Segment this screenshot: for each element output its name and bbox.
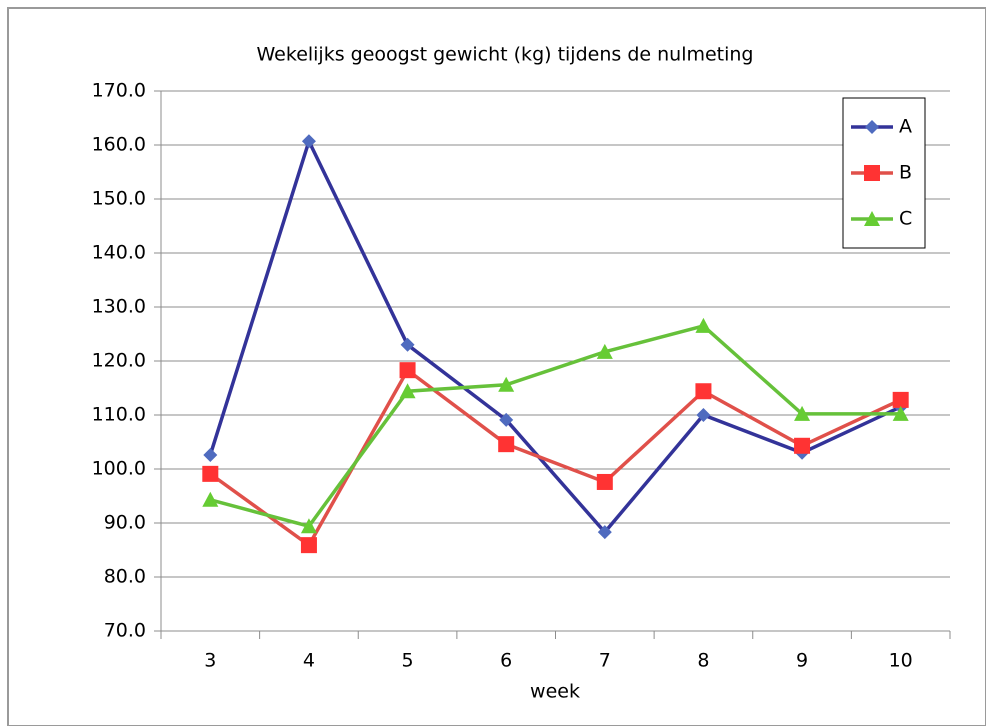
x-axis-label: week xyxy=(530,681,580,703)
y-tick-label: 160.0 xyxy=(92,134,146,156)
y-tick-label: 170.0 xyxy=(92,80,146,102)
x-tick-label: 8 xyxy=(697,650,709,672)
marker xyxy=(400,337,415,352)
chart-title: Wekelijks geoogst gewicht (kg) tijdens d… xyxy=(257,44,754,66)
marker xyxy=(202,491,219,507)
marker xyxy=(596,343,613,359)
x-tick-label: 9 xyxy=(796,650,808,672)
x-tick-label: 3 xyxy=(204,650,216,672)
marker xyxy=(499,412,514,427)
y-tick-label: 150.0 xyxy=(92,188,146,210)
marker xyxy=(864,165,880,181)
marker xyxy=(794,437,811,454)
series-line xyxy=(209,323,901,529)
marker xyxy=(864,211,880,226)
x-tick-label: 10 xyxy=(889,650,913,672)
marker xyxy=(498,436,515,453)
legend: A B C xyxy=(842,97,926,249)
marker xyxy=(865,120,879,134)
y-tick-label: 90.0 xyxy=(104,512,146,534)
marker xyxy=(695,383,712,400)
y-tick-label: 110.0 xyxy=(92,404,146,426)
x-tick-label: 6 xyxy=(500,650,512,672)
chart-frame xyxy=(7,7,986,726)
marker xyxy=(794,405,811,421)
y-tick-label: 80.0 xyxy=(104,566,146,588)
x-tick-label: 7 xyxy=(599,650,611,672)
series-line xyxy=(209,367,902,548)
x-tick-label: 5 xyxy=(402,650,414,672)
legend-label: A xyxy=(899,116,912,138)
marker xyxy=(696,408,711,422)
series-line xyxy=(208,136,902,535)
marker xyxy=(301,134,316,149)
legend-label: B xyxy=(899,162,912,184)
y-tick-label: 120.0 xyxy=(92,350,146,372)
y-tick-label: 130.0 xyxy=(92,296,146,318)
x-tick-label: 4 xyxy=(303,650,315,672)
y-tick-label: 100.0 xyxy=(92,458,146,480)
marker xyxy=(202,465,219,482)
marker xyxy=(596,473,613,490)
marker xyxy=(597,525,612,540)
y-tick-label: 70.0 xyxy=(104,620,146,642)
marker xyxy=(300,537,317,554)
legend-label: C xyxy=(899,208,912,230)
y-tick-label: 140.0 xyxy=(92,242,146,264)
marker xyxy=(399,362,416,379)
marker xyxy=(892,405,909,421)
marker xyxy=(498,376,515,392)
marker xyxy=(399,383,416,399)
marker xyxy=(695,317,712,333)
marker xyxy=(203,447,218,462)
marker xyxy=(300,518,317,534)
marker xyxy=(892,391,909,408)
